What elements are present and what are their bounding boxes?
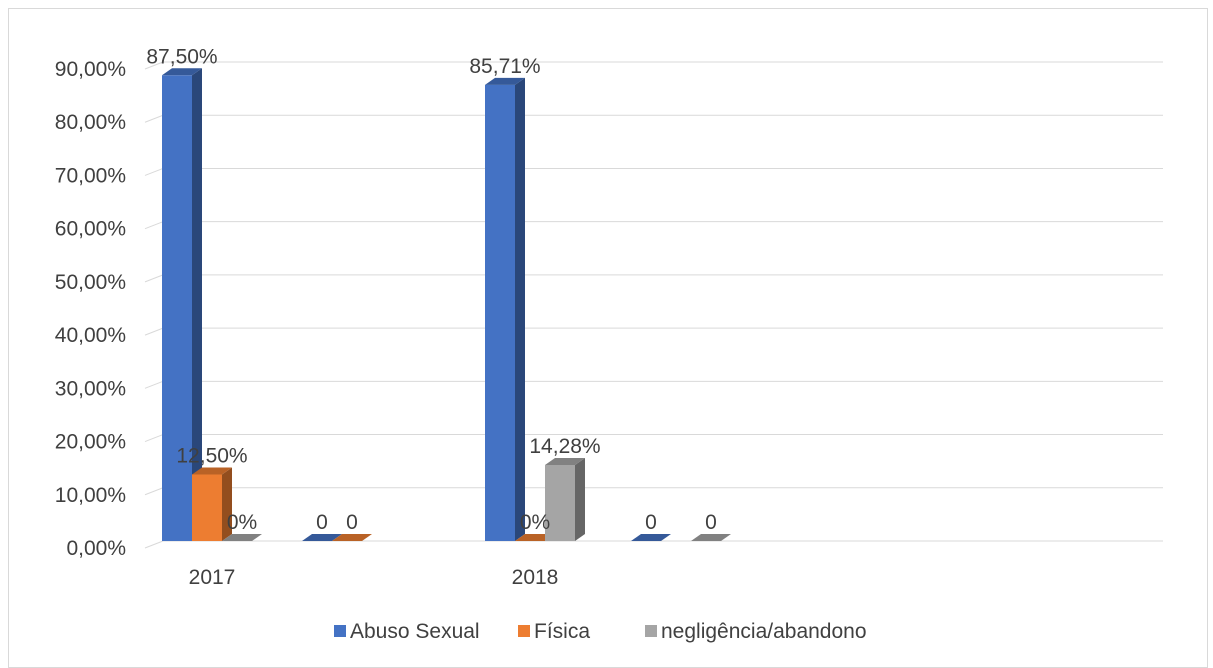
- legend-swatch-f-sica[interactable]: [518, 625, 530, 637]
- legend[interactable]: Abuso Sexual Física negligência/abandono: [334, 620, 867, 643]
- gridline-depth: [144, 434, 164, 443]
- gridline-depth: [144, 114, 164, 123]
- y-tick-label: 40,00%: [55, 324, 126, 347]
- legend-label-neglig-ncia-abandono[interactable]: negligência/abandono: [661, 620, 867, 643]
- bar-top-abuso-sexual: [485, 77, 525, 85]
- gridline-depth: [144, 221, 164, 230]
- y-tick-label: 10,00%: [55, 484, 126, 507]
- y-tick-label: 20,00%: [55, 431, 126, 454]
- bar-top-f-sica: [332, 534, 372, 541]
- gridline-depth: [144, 380, 164, 389]
- data-label: 0%: [227, 511, 257, 534]
- y-tick-label: 80,00%: [55, 111, 126, 134]
- bar-top-abuso-sexual: [631, 534, 671, 541]
- bar-abuso-sexual: [162, 75, 192, 542]
- gridline-depth: [144, 274, 164, 283]
- data-label: 0%: [520, 511, 550, 534]
- x-axis-categories: 2017 2018: [189, 566, 559, 589]
- data-label: 14,28%: [529, 435, 600, 458]
- gridlines: [144, 61, 1163, 549]
- bars: [162, 68, 731, 542]
- y-tick-label: 0,00%: [66, 537, 126, 560]
- y-axis-ticks: 0,00% 10,00% 20,00% 30,00% 40,00% 50,00% 60,00…: [55, 58, 126, 560]
- bar-side-abuso-sexual: [192, 68, 202, 542]
- gridline-depth: [144, 327, 164, 336]
- data-label: 0: [316, 511, 328, 534]
- category-label: 2018: [512, 566, 559, 589]
- y-tick-label: 70,00%: [55, 164, 126, 187]
- chart-frame: [8, 8, 1208, 668]
- legend-label-f-sica[interactable]: Física: [534, 620, 590, 643]
- bar-top-f-sica: [192, 467, 232, 475]
- y-tick-label: 60,00%: [55, 218, 126, 241]
- y-tick-label: 90,00%: [55, 58, 126, 81]
- gridline-depth: [144, 540, 164, 549]
- data-label: 85,71%: [469, 55, 540, 78]
- data-label: 0: [705, 511, 717, 534]
- bar-top-abuso-sexual: [302, 534, 342, 541]
- bar-neglig-ncia-abandono: [545, 464, 575, 541]
- category-label: 2017: [189, 566, 236, 589]
- data-label: 87,50%: [146, 45, 217, 68]
- gridline-depth: [144, 61, 164, 70]
- bar-top-neglig-ncia-abandono: [222, 534, 262, 541]
- y-tick-label: 50,00%: [55, 271, 126, 294]
- legend-swatch-abuso-sexual[interactable]: [334, 625, 346, 637]
- data-label: 12,50%: [176, 444, 247, 467]
- gridline-depth: [144, 487, 164, 496]
- bar-f-sica: [192, 474, 222, 541]
- gridline-depth: [144, 167, 164, 176]
- data-labels: 87,50%12,50%0% 0 085,71%0%14,28%0 0: [146, 45, 716, 534]
- bar-side-f-sica: [222, 467, 232, 541]
- legend-swatch-neglig-ncia-abandono[interactable]: [645, 625, 657, 637]
- data-label: 0: [346, 511, 358, 534]
- bar-side-neglig-ncia-abandono: [575, 457, 585, 541]
- y-tick-label: 30,00%: [55, 377, 126, 400]
- bar-top-abuso-sexual: [162, 68, 202, 76]
- bar-top-neglig-ncia-abandono: [545, 457, 585, 465]
- legend-label-abuso-sexual[interactable]: Abuso Sexual: [350, 620, 480, 643]
- bar-abuso-sexual: [485, 84, 515, 541]
- data-label: 0: [645, 511, 657, 534]
- bar-side-abuso-sexual: [515, 77, 525, 541]
- bar-top-neglig-ncia-abandono: [691, 534, 731, 541]
